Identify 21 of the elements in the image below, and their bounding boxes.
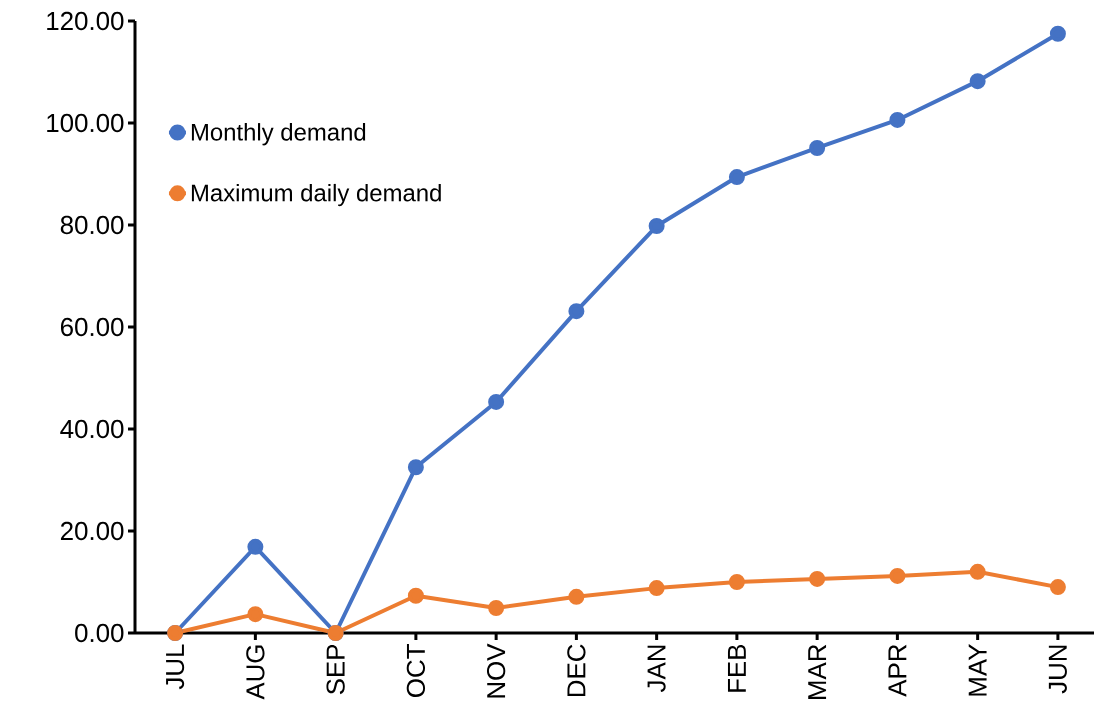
x-tick-label: AUG [246, 645, 265, 700]
x-tick-label: OCT [406, 644, 426, 697]
x-tick-label: APR [888, 644, 907, 697]
legend-label: Maximum daily demand [191, 183, 441, 207]
y-tick-label: 40.00 [60, 419, 124, 439]
y-tick-label: 0.00 [75, 623, 124, 643]
x-tick-label: FEB [727, 644, 746, 692]
x-tick-label: DEC [567, 644, 586, 697]
y-tick-label: 100.00 [47, 113, 124, 133]
legend-label: Monthly demand [191, 123, 366, 146]
x-tick-label: MAY [968, 644, 987, 696]
x-tick-label: JUL [166, 644, 185, 690]
y-tick-label: 60.00 [60, 317, 124, 337]
x-tick-label: JUN [1048, 645, 1067, 694]
x-tick-label: NOV [486, 643, 506, 698]
x-tick-label: SEP [326, 644, 345, 695]
x-tick-label: MAR [808, 644, 827, 699]
x-tick-label: JAN [647, 645, 666, 693]
y-tick-label: 120.00 [47, 11, 124, 31]
y-tick-label: 20.00 [60, 521, 124, 541]
y-tick-label: 80.00 [60, 215, 124, 235]
